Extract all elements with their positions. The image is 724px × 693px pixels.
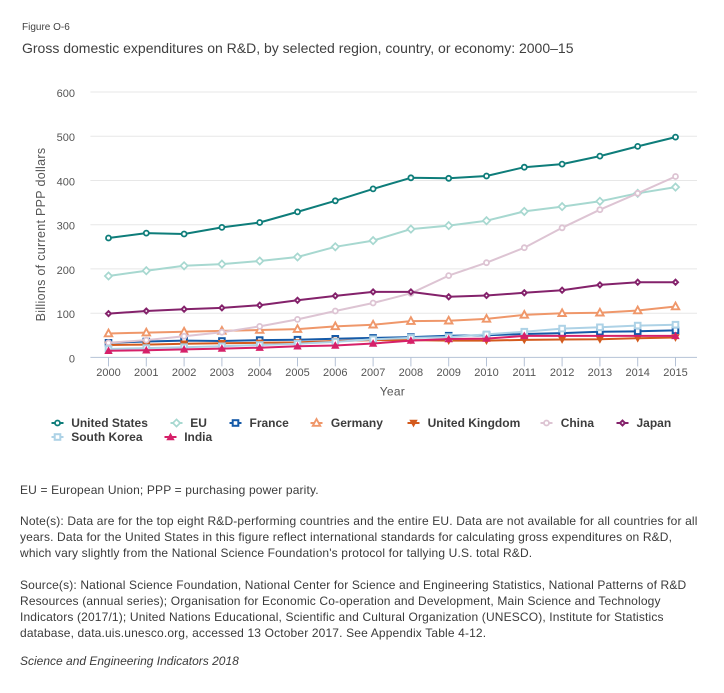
svg-text:500: 500: [57, 132, 75, 144]
svg-text:2005: 2005: [285, 367, 309, 379]
svg-text:2003: 2003: [210, 367, 234, 379]
svg-text:2007: 2007: [361, 367, 385, 379]
svg-text:2009: 2009: [436, 367, 460, 379]
svg-text:0: 0: [69, 353, 75, 365]
svg-text:200: 200: [57, 265, 75, 277]
svg-text:2001: 2001: [134, 367, 158, 379]
svg-text:2006: 2006: [323, 367, 347, 379]
svg-text:Billions of current PPP dollar: Billions of current PPP dollars: [34, 148, 48, 322]
svg-text:2014: 2014: [625, 367, 649, 379]
svg-text:100: 100: [57, 309, 75, 321]
svg-text:2000: 2000: [96, 367, 120, 379]
svg-text:400: 400: [57, 177, 75, 189]
svg-text:2004: 2004: [247, 367, 271, 379]
svg-text:Year: Year: [380, 384, 405, 398]
svg-text:600: 600: [57, 88, 75, 100]
svg-text:2008: 2008: [399, 367, 423, 379]
svg-text:2012: 2012: [550, 367, 574, 379]
svg-text:2015: 2015: [663, 367, 687, 379]
svg-text:300: 300: [57, 221, 75, 233]
svg-text:2011: 2011: [512, 367, 536, 379]
svg-text:2013: 2013: [588, 367, 612, 379]
svg-text:2010: 2010: [474, 367, 498, 379]
svg-text:2002: 2002: [172, 367, 196, 379]
